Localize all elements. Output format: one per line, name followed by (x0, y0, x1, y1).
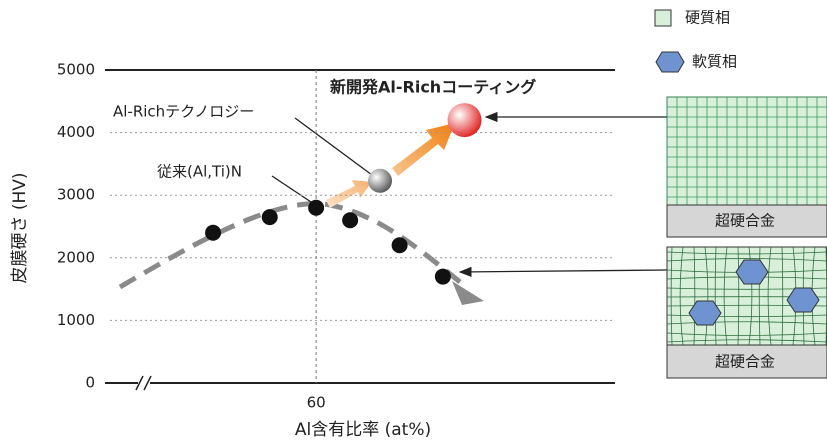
link-arrow (458, 266, 668, 278)
data-point (342, 212, 359, 229)
distorted-cell (666, 332, 827, 336)
legend-swatch (654, 9, 672, 27)
y-tick-label: 1000 (57, 311, 95, 329)
trend-arrowhead (452, 281, 484, 305)
distorted-cell (693, 246, 696, 346)
x-tick-label: 60 (307, 394, 326, 412)
x-axis-label: Al含有比率 (at%) (295, 420, 431, 440)
data-point (391, 237, 408, 254)
improve-arrow (326, 180, 372, 208)
hard-phase-diagram (666, 96, 827, 206)
data-point (434, 268, 451, 285)
distorted-cell (679, 246, 684, 346)
y-tick-label: 4000 (57, 123, 95, 141)
substrate-label: 超硬合金 (715, 212, 775, 230)
improve-arrow (392, 123, 455, 176)
trend-curve (118, 201, 462, 290)
distorted-cell (666, 314, 827, 318)
data-point (368, 168, 393, 193)
substrate-label: 超硬合金 (715, 353, 775, 371)
substrate (666, 204, 827, 238)
data-point (261, 209, 278, 226)
distorted-cell (666, 251, 827, 255)
soft-phase-grain (786, 287, 820, 313)
distorted-cell (666, 258, 827, 262)
substrate (666, 344, 827, 379)
soft-phase-grain (735, 259, 769, 285)
distorted-cell (666, 321, 827, 325)
leader-line (271, 175, 312, 203)
distorted-cell (666, 339, 827, 343)
y-axis-label: 皮膜硬さ (HV) (10, 172, 30, 283)
legend-label: 硬質相 (685, 9, 730, 27)
y-tick-label: 5000 (57, 61, 95, 79)
annotation: 従来(Al,Ti)N (157, 163, 242, 181)
annotation: 新開発Al-Richコーティング (330, 78, 536, 97)
y-tick-label: 2000 (57, 248, 95, 266)
y-tick-label: 3000 (57, 186, 95, 204)
annotation: Al-Richテクノロジー (113, 103, 254, 121)
soft-phase-diagram (666, 246, 827, 346)
data-point (205, 224, 222, 241)
distorted-cell (670, 246, 673, 346)
legend-label: 軟質相 (692, 53, 737, 71)
soft-phase-grain (688, 300, 722, 326)
leader-line (294, 117, 373, 176)
data-point (447, 103, 482, 138)
y-tick-label: 0 (85, 374, 95, 392)
legend-swatch (655, 51, 685, 73)
axis-break (135, 375, 152, 391)
data-point (308, 199, 325, 216)
